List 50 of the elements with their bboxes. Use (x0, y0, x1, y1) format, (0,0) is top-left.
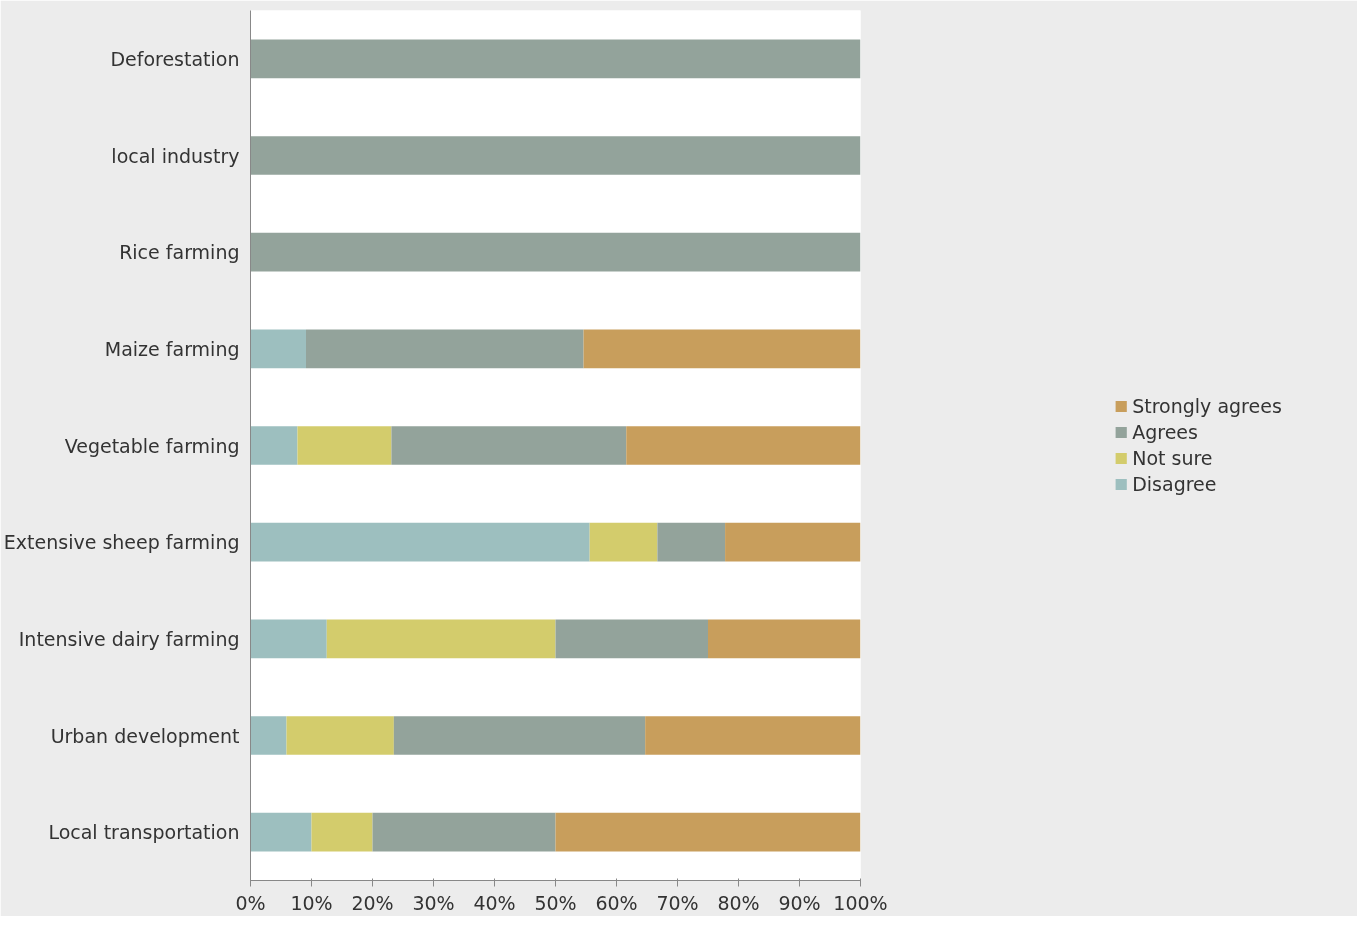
bar (250, 619, 327, 659)
legend-label: Disagree (1132, 473, 1217, 495)
legend-label: Not sure (1132, 447, 1213, 469)
bar (250, 716, 287, 755)
bar (250, 329, 307, 369)
x-tick-label: 50% (534, 891, 577, 914)
bar (250, 426, 298, 465)
bar (657, 522, 726, 562)
bar (326, 619, 556, 659)
bar (297, 426, 392, 465)
bar (306, 329, 584, 369)
bar (555, 619, 708, 659)
y-tick-label: Maize farming (104, 337, 240, 360)
bar (250, 812, 312, 852)
x-tick-label: 90% (778, 891, 821, 914)
y-tick-label: Rice farming (119, 241, 240, 264)
bar (708, 619, 861, 659)
y-tick-label: Extensive sheep farming (3, 531, 240, 554)
bar (626, 426, 861, 465)
bar (555, 812, 861, 852)
x-tick-label: 0% (235, 891, 266, 914)
y-tick-label: Urban development (50, 724, 240, 747)
x-tick-label: 30% (412, 891, 455, 914)
y-tick-label: Vegetable farming (64, 434, 240, 457)
x-tick-label: 100% (833, 891, 888, 914)
bar (589, 522, 658, 562)
x-tick-label: 20% (351, 891, 394, 914)
bar (393, 716, 646, 755)
y-tick-label: Local transportation (48, 821, 240, 844)
legend-label: Strongly agrees (1132, 395, 1282, 417)
bar (250, 136, 861, 175)
y-tick-label: Deforestation (110, 47, 240, 70)
bar (725, 522, 861, 562)
bar (250, 522, 590, 562)
y-tick-label: Intensive dairy farming (18, 627, 240, 650)
bar (645, 716, 861, 755)
bar (311, 812, 373, 852)
x-tick-label: 10% (290, 891, 333, 914)
bar (286, 716, 394, 755)
x-tick-label: 40% (473, 891, 516, 914)
x-tick-label: 80% (717, 891, 760, 914)
bar (583, 329, 861, 369)
bar (372, 812, 556, 852)
y-tick-label: local industry (111, 144, 240, 167)
bar (391, 426, 627, 465)
x-tick-label: 70% (656, 891, 699, 914)
bar (250, 39, 861, 79)
x-tick-label: 60% (595, 891, 638, 914)
bar (250, 232, 861, 272)
legend-label: Agrees (1132, 421, 1198, 443)
